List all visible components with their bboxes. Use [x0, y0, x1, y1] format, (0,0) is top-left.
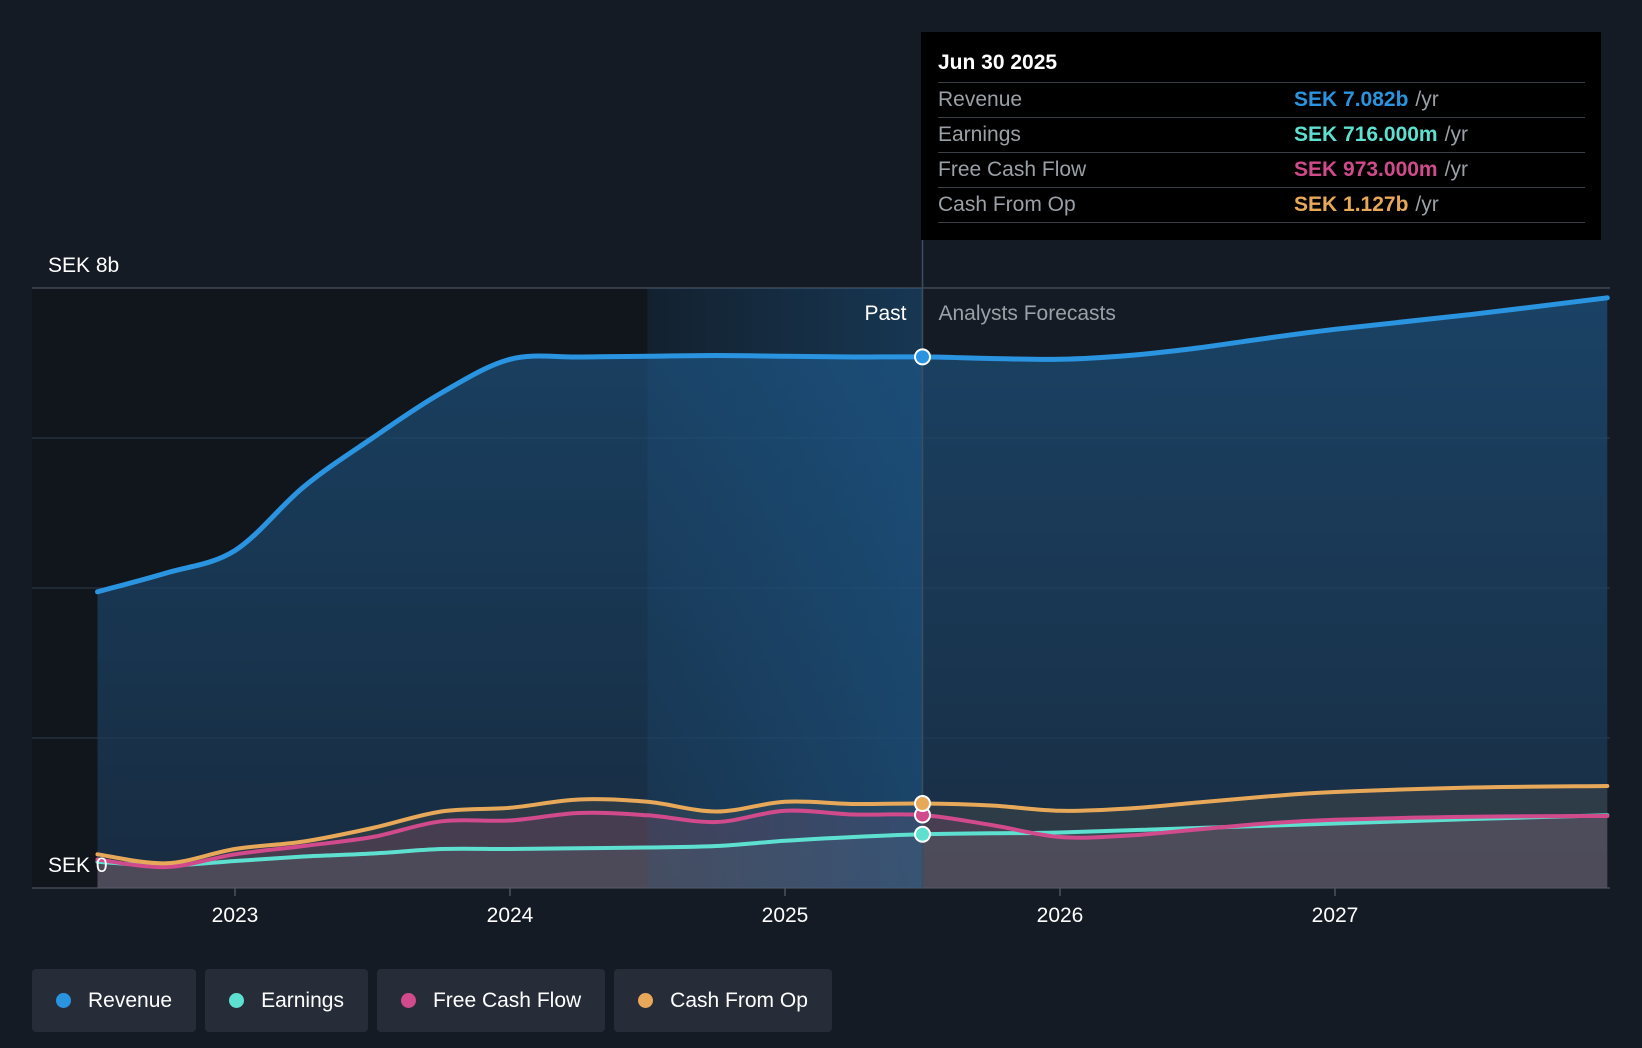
tooltip-date: Jun 30 2025 [938, 51, 1058, 74]
legend-dot-icon [638, 993, 654, 1008]
legend-dot-icon [229, 993, 245, 1008]
marker-revenue [914, 348, 931, 366]
line-cash-from-op [95, 784, 1610, 866]
x-tick-label: 2023 [212, 904, 259, 927]
hover-tooltip: Jun 30 2025 Revenue SEK 7.082b /yr Earni… [921, 32, 1601, 240]
legend-item-earnings[interactable]: Earnings [205, 969, 368, 1032]
legend-label: Revenue [88, 988, 173, 1012]
tooltip-label: Free Cash Flow [938, 158, 1087, 181]
tooltip-row-revenue: Revenue SEK 7.082b /yr [938, 82, 1585, 117]
past-year-highlight [647, 288, 923, 888]
tooltip-label: Revenue [938, 88, 1023, 111]
past-label: Past [864, 302, 906, 325]
legend-dot-icon [400, 993, 416, 1008]
legend-item-cash-from-op[interactable]: Cash From Op [614, 969, 832, 1032]
tooltip-label: Earnings [938, 123, 1021, 146]
line-earnings [95, 813, 1610, 868]
tooltip-unit: /yr [1444, 123, 1468, 146]
tooltip-value: SEK 1.127b [1294, 193, 1409, 216]
chart-legend: Revenue Earnings Free Cash Flow Cash Fro… [32, 969, 832, 1032]
legend-item-revenue[interactable]: Revenue [32, 969, 197, 1032]
revenue-earnings-chart: SEK 8b SEK 0 Past Analysts Forecasts 202… [32, 240, 1610, 927]
legend-label: Free Cash Flow [432, 988, 582, 1012]
tooltip-value: SEK 7.082b [1294, 88, 1409, 111]
y-tick-label-bottom: SEK 0 [48, 854, 108, 877]
line-free-cash-flow [95, 808, 1610, 870]
x-tick-label: 2027 [1312, 904, 1359, 927]
x-tick-label: 2026 [1037, 904, 1084, 927]
tooltip-row-earnings: Earnings SEK 716.000m /yr [938, 117, 1585, 152]
legend-label: Cash From Op [670, 988, 808, 1012]
legend-dot-icon [56, 993, 71, 1008]
tooltip-unit: /yr [1444, 158, 1468, 181]
tooltip-value: SEK 973.000m [1294, 158, 1438, 181]
y-tick-label-top: SEK 8b [48, 254, 119, 277]
tooltip-unit: /yr [1415, 88, 1439, 111]
tooltip-label: Cash From Op [938, 193, 1076, 216]
x-tick-label: 2024 [487, 904, 534, 927]
tooltip-row-cash-from-op: Cash From Op SEK 1.127b /yr [938, 187, 1585, 223]
marker-earnings [914, 825, 931, 843]
marker-cash-from-op [914, 794, 931, 812]
x-tick-label: 2025 [762, 904, 809, 927]
legend-item-free-cash-flow[interactable]: Free Cash Flow [376, 969, 606, 1032]
tooltip-row-free-cash-flow: Free Cash Flow SEK 973.000m /yr [938, 152, 1585, 187]
legend-label: Earnings [261, 988, 344, 1012]
tooltip-unit: /yr [1415, 193, 1439, 216]
line-revenue [95, 295, 1610, 595]
tooltip-value: SEK 716.000m [1294, 123, 1438, 146]
forecast-label: Analysts Forecasts [939, 302, 1116, 325]
